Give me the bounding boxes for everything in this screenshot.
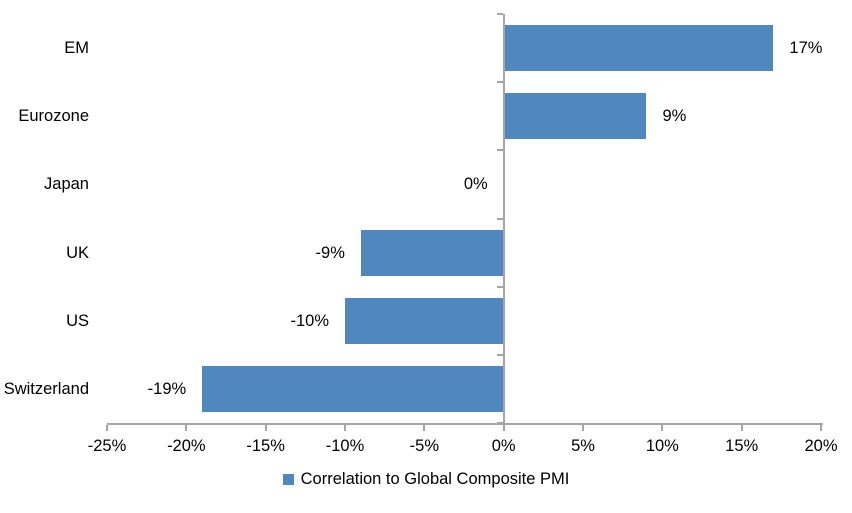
x-tick-label: -15% [246, 437, 285, 455]
legend-label: Correlation to Global Composite PMI [300, 470, 570, 488]
x-tick-label: 5% [571, 437, 595, 455]
y-tick [496, 217, 503, 220]
y-tick [496, 285, 503, 288]
y-tick [496, 149, 503, 152]
y-tick [496, 81, 503, 84]
category-label: Eurozone [18, 107, 89, 126]
x-tick [502, 425, 505, 431]
x-tick-label: -20% [167, 437, 206, 455]
x-tick-label: 0% [491, 437, 516, 455]
x-tick [344, 425, 346, 431]
x-tick-label: 15% [725, 437, 759, 455]
x-tick [820, 425, 822, 431]
value-label: 0% [463, 175, 488, 194]
y-tick [496, 13, 503, 15]
value-label: -10% [290, 311, 329, 330]
category-label: EM [64, 39, 89, 58]
category-label: UK [66, 243, 89, 262]
bar [345, 297, 504, 344]
category-label: Japan [44, 175, 89, 194]
x-tick [264, 425, 267, 431]
axis-y-line [502, 14, 505, 425]
chart-legend: Correlation to Global Composite PMI [0, 469, 852, 489]
x-tick-label: -5% [409, 437, 439, 455]
category-label: Switzerland [3, 379, 89, 398]
value-label: -19% [147, 379, 187, 398]
x-tick-label: -25% [87, 437, 127, 455]
bar [360, 229, 504, 276]
x-tick [661, 425, 664, 431]
x-tick [106, 425, 108, 431]
value-label: -9% [315, 243, 345, 262]
x-tick [740, 425, 743, 431]
x-tick [423, 425, 426, 431]
y-tick [496, 353, 503, 356]
x-tick-label: -10% [325, 437, 365, 455]
bar [503, 25, 774, 72]
value-label: 9% [662, 107, 687, 126]
value-label: 17% [789, 39, 823, 58]
x-tick [185, 425, 188, 431]
x-tick [582, 425, 584, 431]
bar [202, 365, 504, 412]
axis-x-line [107, 423, 823, 425]
bar [503, 93, 647, 140]
category-label: US [66, 311, 89, 330]
x-tick-label: 10% [645, 437, 679, 455]
x-tick-label: 20% [804, 437, 838, 455]
square-icon [282, 473, 294, 485]
